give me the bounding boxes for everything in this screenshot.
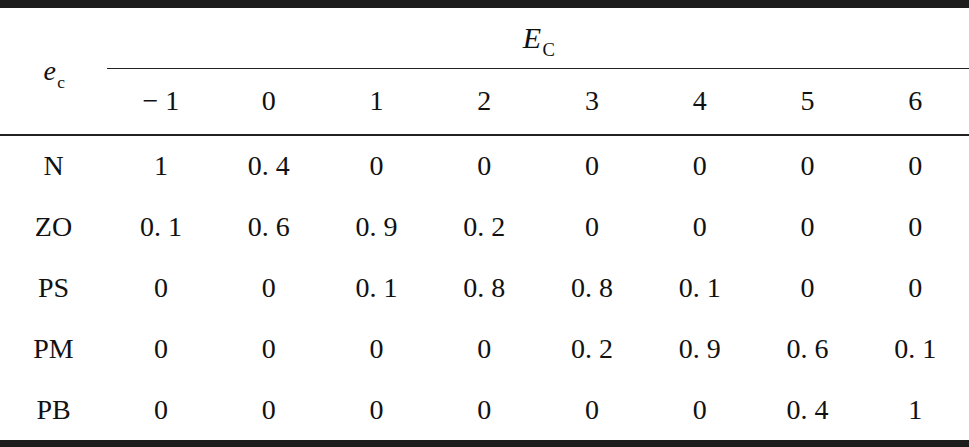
fuzzy-membership-table: ec EC − 1 0 1 2 3 4 5 6 N <box>0 8 969 440</box>
table-cell: 0. 6 <box>215 196 323 257</box>
row-label: PM <box>0 318 107 379</box>
column-header-row: − 1 0 1 2 3 4 5 6 <box>0 68 969 135</box>
column-header: 2 <box>430 68 538 135</box>
table-cell: 0. 1 <box>323 257 431 318</box>
table-cell: 0. 1 <box>861 318 969 379</box>
table-cell: 0. 6 <box>754 318 862 379</box>
table-cell: 0 <box>215 318 323 379</box>
table-cell: 0 <box>107 379 215 440</box>
table-cell: 0. 8 <box>430 257 538 318</box>
column-header: 3 <box>538 68 646 135</box>
table-cell: 0 <box>323 135 431 196</box>
column-header: 0 <box>215 68 323 135</box>
column-header: 5 <box>754 68 862 135</box>
col-axis-subscript: C <box>542 39 554 60</box>
table-cell: 0 <box>861 257 969 318</box>
row-axis-variable: ec <box>43 55 63 86</box>
table-cell: 0 <box>646 379 754 440</box>
table-cell: 0 <box>538 135 646 196</box>
row-label: PB <box>0 379 107 440</box>
column-header: 4 <box>646 68 754 135</box>
table-cell: 0 <box>646 135 754 196</box>
table-row: PB 0 0 0 0 0 0 0. 4 1 <box>0 379 969 440</box>
table-cell: 0. 1 <box>107 196 215 257</box>
table-cell: 0. 9 <box>323 196 431 257</box>
table-cell: 0 <box>107 318 215 379</box>
table-cell: 0 <box>538 379 646 440</box>
table-cell: 0. 8 <box>538 257 646 318</box>
table-cell: 0 <box>430 379 538 440</box>
table-cell: 1 <box>107 135 215 196</box>
table-cell: 0 <box>323 379 431 440</box>
table-cell: 0 <box>538 196 646 257</box>
table-row: PM 0 0 0 0 0. 2 0. 9 0. 6 0. 1 <box>0 318 969 379</box>
row-axis-subscript: c <box>57 73 65 92</box>
table-cell: 0 <box>754 257 862 318</box>
col-axis-symbol: E <box>523 21 541 54</box>
row-axis-symbol: e <box>43 55 55 86</box>
table-cell: 0 <box>107 257 215 318</box>
table-cell: 0 <box>215 257 323 318</box>
table-cell: 0. 4 <box>754 379 862 440</box>
membership-table-frame: ec EC − 1 0 1 2 3 4 5 6 N <box>0 0 969 447</box>
table-cell: 0 <box>215 379 323 440</box>
table-cell: 0 <box>430 318 538 379</box>
column-group-header-row: ec EC <box>0 8 969 68</box>
table-cell: 0 <box>323 318 431 379</box>
column-header: − 1 <box>107 68 215 135</box>
table-cell: 0. 2 <box>430 196 538 257</box>
row-label: PS <box>0 257 107 318</box>
table-cell: 0 <box>861 135 969 196</box>
column-header: 6 <box>861 68 969 135</box>
table-row: ZO 0. 1 0. 6 0. 9 0. 2 0 0 0 0 <box>0 196 969 257</box>
table-cell: 0 <box>754 196 862 257</box>
table-cell: 0. 4 <box>215 135 323 196</box>
row-label: N <box>0 135 107 196</box>
page: ec EC − 1 0 1 2 3 4 5 6 N <box>0 0 969 447</box>
table-row: PS 0 0 0. 1 0. 8 0. 8 0. 1 0 0 <box>0 257 969 318</box>
column-header: 1 <box>323 68 431 135</box>
table-cell: 0. 1 <box>646 257 754 318</box>
table-cell: 1 <box>861 379 969 440</box>
row-label: ZO <box>0 196 107 257</box>
table-cell: 0 <box>754 135 862 196</box>
table-cell: 0 <box>430 135 538 196</box>
col-axis-variable: EC <box>523 21 554 54</box>
col-axis-label-cell: EC <box>107 8 969 68</box>
row-axis-label-cell: ec <box>0 8 107 135</box>
table-cell: 0 <box>646 196 754 257</box>
table-cell: 0. 9 <box>646 318 754 379</box>
table-cell: 0 <box>861 196 969 257</box>
table-row: N 1 0. 4 0 0 0 0 0 0 <box>0 135 969 196</box>
table-cell: 0. 2 <box>538 318 646 379</box>
